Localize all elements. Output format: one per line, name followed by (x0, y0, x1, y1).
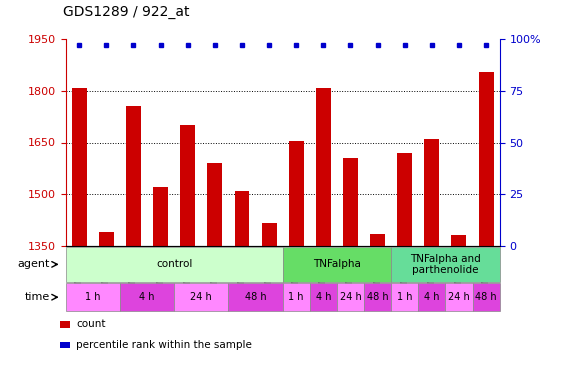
Text: count: count (76, 320, 106, 329)
Bar (99, 232, 114, 246)
Bar (235, 190, 250, 246)
Bar (478, 72, 493, 246)
Bar (262, 223, 276, 246)
Text: control: control (156, 260, 192, 269)
Bar (397, 153, 412, 246)
Bar (153, 187, 168, 246)
Text: 1 h: 1 h (397, 292, 412, 302)
Text: 48 h: 48 h (475, 292, 497, 302)
Text: 24 h: 24 h (340, 292, 361, 302)
Text: 1 h: 1 h (85, 292, 100, 302)
Text: 1 h: 1 h (288, 292, 304, 302)
Bar (316, 87, 331, 246)
Text: TNFalpha and
parthenolide: TNFalpha and parthenolide (410, 254, 481, 275)
Text: agent: agent (17, 260, 50, 269)
Bar (289, 141, 304, 246)
Bar (72, 87, 87, 246)
Bar (370, 234, 385, 246)
Text: 4 h: 4 h (424, 292, 440, 302)
Bar (424, 139, 439, 246)
Bar (180, 125, 195, 246)
Text: 4 h: 4 h (316, 292, 331, 302)
Text: 24 h: 24 h (448, 292, 470, 302)
Bar (126, 106, 141, 246)
Text: time: time (25, 292, 50, 302)
Text: TNFalpha: TNFalpha (313, 260, 361, 269)
Text: 4 h: 4 h (139, 292, 155, 302)
Bar (452, 235, 467, 246)
Text: 24 h: 24 h (190, 292, 212, 302)
Bar (207, 163, 222, 246)
Bar (343, 158, 358, 246)
Text: 48 h: 48 h (367, 292, 388, 302)
Text: GDS1289 / 922_at: GDS1289 / 922_at (63, 5, 190, 19)
Text: percentile rank within the sample: percentile rank within the sample (76, 340, 252, 350)
Text: 48 h: 48 h (245, 292, 266, 302)
